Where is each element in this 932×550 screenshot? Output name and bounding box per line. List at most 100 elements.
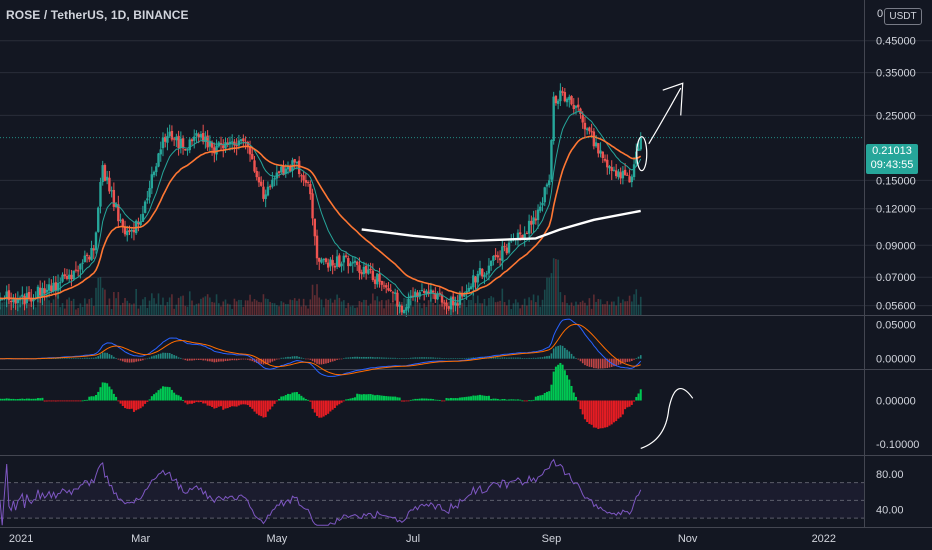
candle-body [364,265,368,274]
osc-bar [568,379,571,401]
osc-bar [333,400,336,409]
osc-bar [197,400,200,403]
candle-body [286,165,290,170]
macd-hist-bar [633,358,635,360]
volume-bar [427,300,430,315]
candle-body [367,269,370,274]
osc-bar [72,400,75,402]
candle-body [119,219,122,221]
volume-bar [21,302,24,315]
candle-body [166,135,169,143]
macd-hist-bar [57,358,59,359]
macd-hist-bar [307,358,309,360]
candle-body [170,130,174,140]
volume-bar [186,306,189,315]
volume-bar [206,294,209,315]
macd-hist-bar [316,358,318,364]
candle-body [454,302,457,306]
osc-bar [465,396,468,401]
osc-bar [621,400,624,415]
volume-bar [162,297,164,315]
macd-hist-bar [224,358,227,362]
macd-hist-bar [532,357,535,359]
macd-hist-bar [456,358,459,360]
osc-bar [220,400,223,407]
volume-bar [115,298,117,315]
osc-bar [117,400,120,402]
macd-hist-bar [202,358,204,361]
volume-bar [409,301,412,315]
volume-bar [300,306,303,315]
macd-signal-line [0,323,641,376]
volume-bar [392,300,394,315]
volume-bar [552,258,555,315]
osc-bar [525,400,528,402]
volume-bar [548,277,551,315]
volume-bar [70,300,73,315]
volume-bar [383,308,385,315]
volume-bar [229,304,231,315]
candle-body [440,294,444,303]
candle-body [378,274,381,282]
candle-body [411,295,415,297]
candle-body [137,221,140,225]
osc-bar [338,400,341,405]
candle-body [181,138,185,149]
osc-bar [492,398,495,401]
volume-bar [584,302,586,315]
macd-hist-bar [552,348,555,359]
osc-bar [287,393,289,401]
volume-bar [430,297,432,315]
volume-bar [72,298,75,315]
volume-bar [139,305,142,315]
osc-bar [170,389,173,401]
osc-bar [624,400,627,410]
volume-bar [363,299,365,315]
candle-body [556,100,560,104]
macd-hist-bar [463,358,466,359]
volume-bar [188,291,191,315]
candle-body [318,257,321,262]
volume-bar [490,296,492,315]
osc-bar [590,400,593,425]
osc-bar [550,384,553,401]
candle-body [157,153,160,167]
macd-axis-label: 0.00000 [876,354,916,366]
osc-bar [353,397,356,401]
macd-hist-bar [425,357,428,359]
candle-body [255,170,258,178]
osc-bar [74,400,77,402]
osc-bar [499,399,502,401]
macd-hist-bar [401,358,403,359]
candle-body [563,92,567,102]
osc-bar [441,400,444,402]
candle-body [623,169,627,176]
osc-bar [552,371,555,401]
osc-bar [487,395,490,401]
macd-hist-bar [490,357,492,359]
macd-hist-bar [595,358,597,369]
symbol-title[interactable]: ROSE / TetherUS, 1D, BINANCE [6,8,189,22]
osc-bar [505,399,508,401]
candle-body [409,295,412,298]
osc-bar [235,400,238,407]
candle-body [103,165,107,181]
volume-bar [142,299,144,315]
candle-body [539,206,542,211]
currency-button[interactable]: USDT [884,8,922,25]
osc-bar [278,398,281,401]
macd-hist-bar [497,357,499,359]
volume-bar [360,302,363,315]
volume-bar [166,301,169,315]
macd-hist-bar [492,357,495,359]
candle-body [456,303,459,306]
volume-bar [159,304,162,315]
candle-body [326,262,330,268]
volume-bar [488,298,490,315]
macd-hist-bar [115,357,117,359]
candle-body [550,140,553,180]
candle-body [161,137,165,149]
volume-bar [133,303,135,315]
